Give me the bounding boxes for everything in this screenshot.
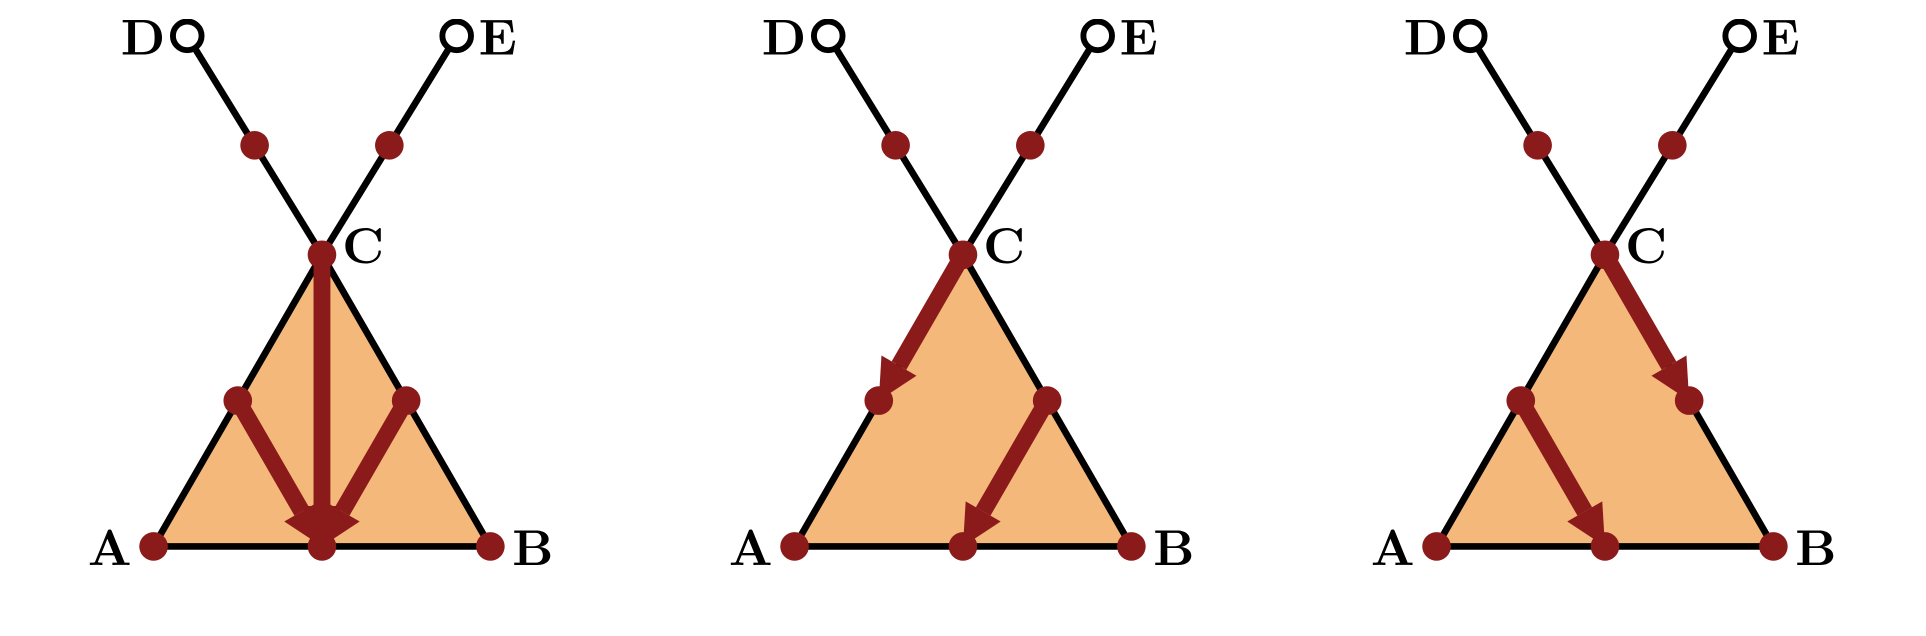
midpoint-CB <box>1033 386 1062 415</box>
diagram-panel: A B C D E <box>2 19 642 617</box>
midpoint-CA <box>864 386 893 415</box>
vertex-label-C: C <box>342 206 384 278</box>
diagram-panel: A B C D E <box>643 19 1283 617</box>
vertex-B <box>1759 532 1788 561</box>
midpoint-CE <box>375 131 404 160</box>
vertex-label-C: C <box>1625 206 1667 278</box>
vertex-C <box>1590 241 1619 270</box>
vertex-label-A: A <box>1370 508 1414 580</box>
panel-3: A B C D E <box>1285 19 1925 617</box>
midpoint-CD <box>881 131 910 160</box>
panel-1: A B C D E <box>2 19 642 617</box>
vertex-D <box>1455 22 1484 51</box>
vertex-label-E: E <box>478 19 516 69</box>
vertex-label-A: A <box>729 508 773 580</box>
vertex-label-D: D <box>120 19 165 69</box>
midpoint-CA <box>223 386 252 415</box>
midpoint-CE <box>1658 131 1687 160</box>
vertex-E <box>442 22 471 51</box>
midpoint-CE <box>1016 131 1045 160</box>
midpoint-AB <box>949 532 978 561</box>
midpoint-CB <box>391 386 420 415</box>
vertex-A <box>780 532 809 561</box>
vertex-E <box>1725 22 1754 51</box>
midpoint-CB <box>1674 386 1703 415</box>
triangle-face <box>795 255 1132 547</box>
vertex-label-D: D <box>1403 19 1448 69</box>
panel-2: A B C D E <box>643 19 1283 617</box>
midpoint-CA <box>1506 386 1535 415</box>
vertex-D <box>172 22 201 51</box>
vertex-E <box>1083 22 1112 51</box>
triangle-face <box>1436 255 1773 547</box>
vertex-label-B: B <box>512 508 553 580</box>
vertex-D <box>814 22 843 51</box>
vertex-label-B: B <box>1153 508 1194 580</box>
midpoint-CD <box>1523 131 1552 160</box>
vertex-label-D: D <box>762 19 807 69</box>
vertex-C <box>949 241 978 270</box>
vertex-label-E: E <box>1761 19 1799 69</box>
vertex-label-E: E <box>1120 19 1158 69</box>
vertex-A <box>139 532 168 561</box>
vertex-B <box>476 532 505 561</box>
vertex-A <box>1422 532 1451 561</box>
midpoint-AB <box>307 532 336 561</box>
vertex-label-A: A <box>87 508 131 580</box>
diagram-panel: A B C D E <box>1285 19 1925 617</box>
vertex-B <box>1117 532 1146 561</box>
midpoint-AB <box>1590 532 1619 561</box>
vertex-label-C: C <box>983 206 1025 278</box>
midpoint-CD <box>240 131 269 160</box>
vertex-C <box>307 241 336 270</box>
vertex-label-B: B <box>1795 508 1836 580</box>
